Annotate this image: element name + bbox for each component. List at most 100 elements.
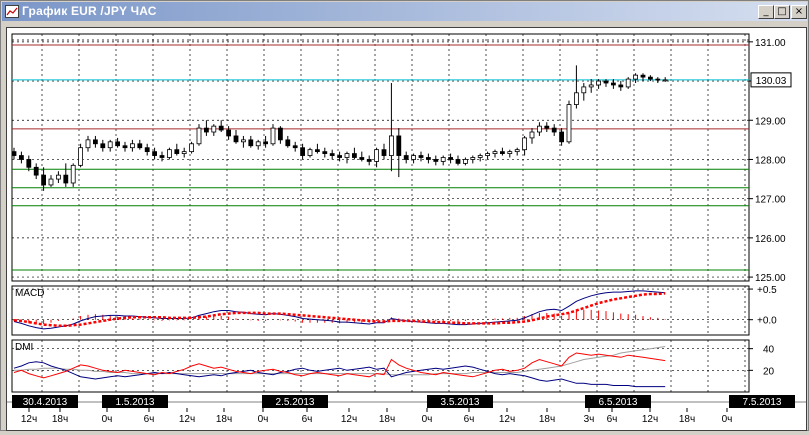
candle-body[interactable] [337,155,343,158]
candle-body[interactable] [425,157,431,160]
candle-body[interactable] [18,155,24,160]
candle-body[interactable] [63,174,69,184]
candle-body[interactable] [277,127,283,141]
candle-body[interactable] [551,127,557,133]
candle-body[interactable] [300,147,306,156]
candle-body[interactable] [448,157,454,160]
candle-body[interactable] [662,79,668,82]
candle-body[interactable] [41,174,46,186]
candle-body[interactable] [374,149,380,162]
candle-body[interactable] [559,131,564,143]
candle-body[interactable] [48,178,54,186]
candle-body[interactable] [440,157,446,162]
candle-body[interactable] [166,149,172,158]
candle-body[interactable] [33,166,39,176]
candle-body[interactable] [115,141,120,147]
macd-signal-line[interactable] [13,292,666,328]
candle-body[interactable] [388,135,394,156]
candle-body[interactable] [85,139,91,149]
candle-body[interactable] [529,131,535,139]
candle-body[interactable] [492,151,498,154]
candle-body[interactable] [507,151,513,154]
candle-body[interactable] [418,155,424,158]
candle-body[interactable] [189,143,195,153]
candle-body[interactable] [233,135,239,143]
candle-body[interactable] [381,149,387,156]
candle-body[interactable] [633,74,638,80]
candle-body[interactable] [648,76,653,80]
candle-body[interactable] [403,155,409,160]
candle-body[interactable] [255,141,261,147]
candle-body[interactable] [56,174,61,180]
candle-body[interactable] [588,84,594,88]
candle-body[interactable] [270,127,276,145]
candle-body[interactable] [226,129,232,137]
candle-body[interactable] [596,80,601,86]
candle-body[interactable] [314,149,320,153]
chart-area[interactable]: 131.00130.00129.00128.00127.00126.00125.… [6,27,807,431]
candle-body[interactable] [292,145,298,149]
candle-body[interactable] [137,143,143,149]
minimize-button[interactable]: _ [758,5,774,19]
adx-line[interactable] [14,346,666,376]
candle-body[interactable] [433,159,439,162]
candle-body[interactable] [130,143,135,149]
candle-body[interactable] [263,141,269,145]
candle-body[interactable] [285,139,291,147]
candle-body[interactable] [522,137,527,151]
candle-body[interactable] [640,74,646,78]
title-bar[interactable]: График EUR /JPY ЧАС _ □ × [2,2,807,21]
candle-body[interactable] [240,139,246,143]
candle-body[interactable] [70,164,76,184]
candle-body[interactable] [618,84,624,88]
candle-body[interactable] [144,147,150,153]
dmi-minus-line[interactable] [13,361,666,388]
candle-body[interactable] [122,145,128,149]
candle-body[interactable] [100,143,106,149]
candle-body[interactable] [396,135,402,156]
candle-body[interactable] [78,147,83,166]
candle-body[interactable] [477,155,483,158]
candle-body[interactable] [462,159,468,164]
candle-body[interactable] [574,92,579,105]
candle-body[interactable] [152,151,158,156]
chart-svg[interactable]: 131.00130.00129.00128.00127.00126.00125.… [7,28,806,430]
candle-body[interactable] [174,149,180,154]
candle-body[interactable] [611,82,616,86]
candle-body[interactable] [107,141,113,149]
macd-panel[interactable]: MACD +0.5 +0.0 [11,285,777,336]
candle-body[interactable] [625,78,631,88]
price-panel[interactable]: 131.00130.00129.00128.00127.00126.00125.… [11,33,792,284]
maximize-button[interactable]: □ [774,5,790,19]
candle-body[interactable] [499,151,505,154]
candle-body[interactable] [218,125,224,131]
candle-body[interactable] [344,153,350,158]
dmi-plus-line[interactable] [13,352,666,379]
candle-body[interactable] [93,139,98,145]
candle-body[interactable] [196,127,202,145]
candle-body[interactable] [455,159,461,164]
candle-body[interactable] [307,149,313,156]
candle-body[interactable] [159,155,165,158]
close-button[interactable]: × [791,5,807,19]
candle-body[interactable] [203,127,209,133]
candle-body[interactable] [514,149,520,153]
candle-body[interactable] [537,125,542,133]
candle-body[interactable] [322,151,328,154]
candle-body[interactable] [11,151,17,156]
candle-body[interactable] [329,153,335,156]
candle-body[interactable] [211,125,217,133]
candle-body[interactable] [581,86,587,94]
candle-body[interactable] [181,151,187,154]
candle-body[interactable] [359,157,365,160]
candle-body[interactable] [566,104,572,143]
candle-body[interactable] [26,159,32,168]
candle-body[interactable] [544,125,550,129]
candle-body[interactable] [411,155,417,160]
dmi-panel[interactable]: DMI 40 20 [11,339,775,393]
candle-body[interactable] [655,78,661,81]
candle-body[interactable] [603,80,609,84]
candle-body[interactable] [366,159,372,162]
candle-body[interactable] [351,153,357,158]
candle-body[interactable] [470,157,476,160]
